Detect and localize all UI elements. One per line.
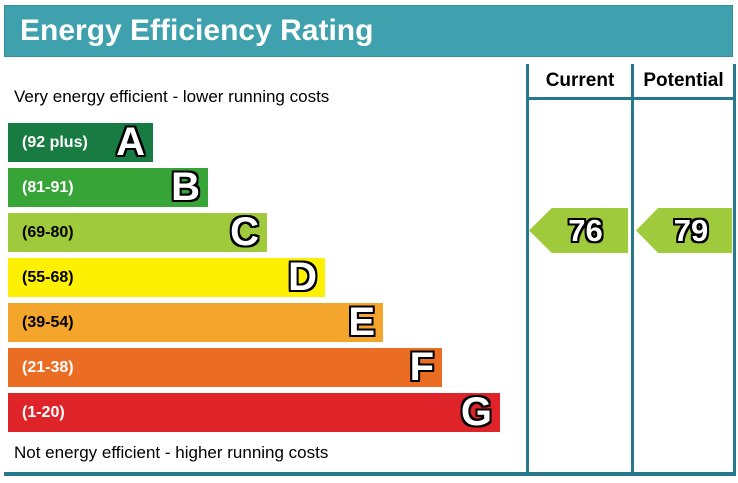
band-letter-b: B: [171, 165, 200, 209]
band-bar-d: (55-68) D: [8, 255, 325, 299]
chart-title-bar: Energy Efficiency Rating: [4, 5, 733, 57]
current-column-header: Current: [545, 70, 615, 91]
current-rating-value: 76: [568, 213, 603, 248]
band-letter-g: G: [460, 390, 492, 434]
band-range-label-b: (81-91): [22, 179, 74, 196]
potential-rating-arrow: 79: [636, 208, 732, 253]
current-column-left-border: [526, 64, 529, 473]
band-bar-f: (21-38) F: [8, 345, 442, 389]
band-range-label-f: (21-38): [22, 359, 74, 376]
band-letter-d: D: [288, 255, 317, 299]
chart-right-border: [733, 64, 736, 473]
band-range-label-d: (55-68): [22, 269, 74, 286]
column-header-underline: [526, 97, 736, 100]
potential-rating-value: 79: [673, 213, 709, 248]
current-rating-arrow: 76: [529, 208, 628, 253]
band-letter-f: F: [409, 345, 434, 389]
chart-bottom-border: [4, 472, 736, 476]
band-bar-c: (69-80) C: [8, 210, 267, 254]
potential-column-header: Potential: [643, 70, 724, 91]
bottom-annotation: Not energy efficient - higher running co…: [14, 443, 329, 462]
band-bar-e: (39-54) E: [8, 300, 383, 344]
band-letter-e: E: [348, 300, 375, 344]
band-range-label-c: (69-80): [22, 224, 74, 241]
band-bar-b: (81-91) B: [8, 165, 208, 209]
band-range-label-g: (1-20): [22, 404, 65, 421]
band-range-label-e: (39-54): [22, 314, 74, 331]
chart-title: Energy Efficiency Rating: [20, 14, 374, 47]
potential-column-left-border: [631, 64, 634, 473]
band-letter-a: A: [116, 120, 145, 164]
band-letter-c: C: [230, 210, 259, 254]
top-annotation: Very energy efficient - lower running co…: [14, 87, 330, 106]
band-bar-a: (92 plus) A: [8, 120, 153, 164]
band-bar-g: (1-20) G: [8, 390, 500, 434]
band-range-label-a: (92 plus): [22, 134, 88, 151]
